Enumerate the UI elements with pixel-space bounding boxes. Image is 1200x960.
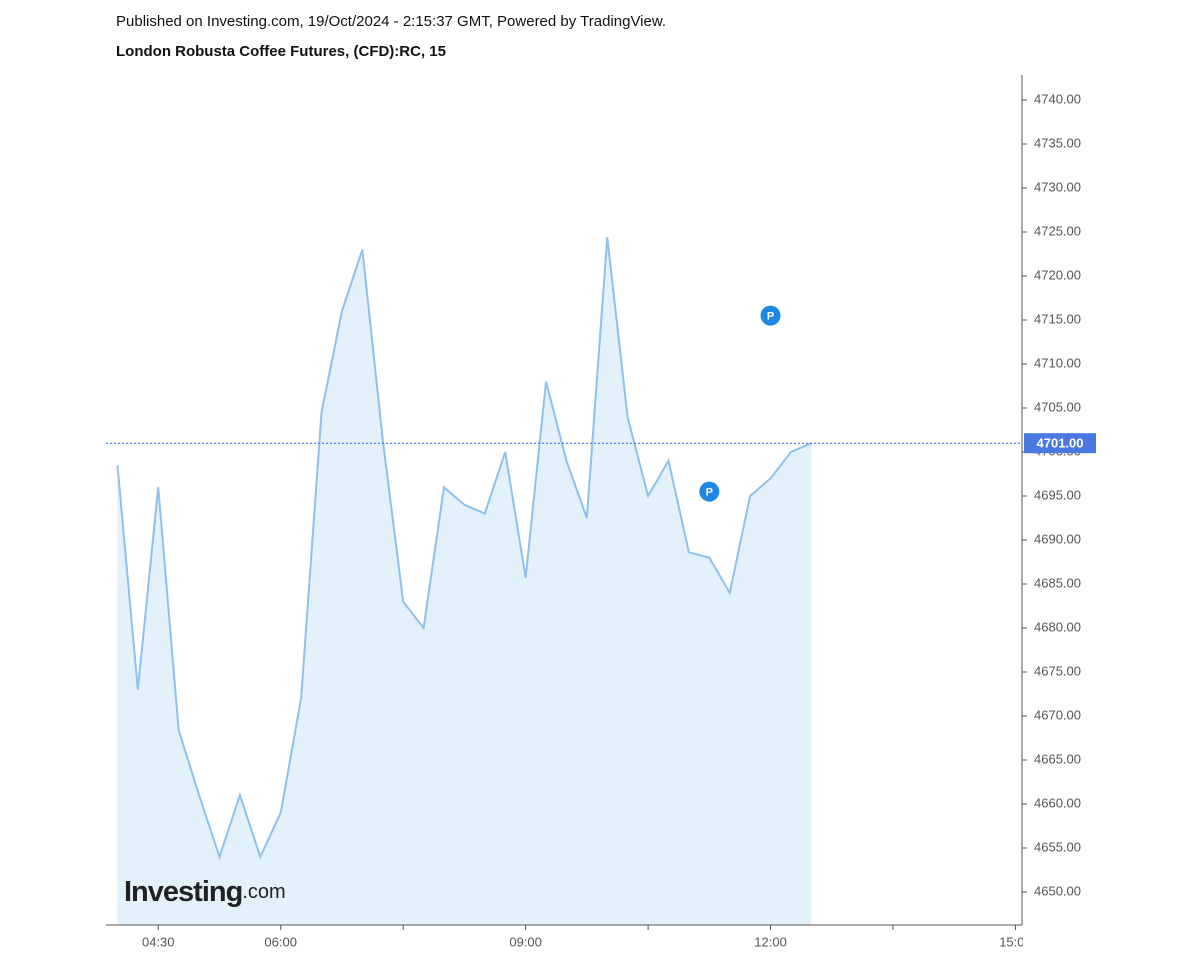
area: [117, 237, 812, 925]
y-tick-label: 4680.00: [1034, 619, 1081, 634]
y-tick-label: 4730.00: [1034, 179, 1081, 194]
y-tick-label: 4670.00: [1034, 707, 1081, 722]
y-tick-label: 4650.00: [1034, 883, 1081, 898]
y-tick-label: 4705.00: [1034, 399, 1081, 414]
price-label-box: [1024, 433, 1096, 454]
y-tick-label: 4690.00: [1034, 531, 1081, 546]
logo-suffix: .com: [242, 881, 285, 903]
logo-brand: Investing: [124, 876, 242, 908]
symbol-title: London Robusta Coffee Futures, (CFD):RC,…: [116, 43, 446, 60]
y-tick-label: 4740.00: [1034, 91, 1081, 106]
y-tick-label: 4725.00: [1034, 223, 1081, 238]
line: [116, 237, 812, 860]
annotation-label: P: [706, 487, 713, 499]
annotation-marker: [699, 481, 720, 502]
price-label: 4701.00: [1037, 436, 1084, 451]
y-tick-label: 4675.00: [1034, 663, 1081, 678]
y-tick-label: 4720.00: [1034, 267, 1081, 282]
annotation-marker: [760, 305, 781, 326]
x-tick-label: 04:30: [142, 934, 175, 949]
y-tick-label: 4655.00: [1034, 839, 1081, 854]
y-tick-label: 4735.00: [1034, 135, 1081, 150]
x-tick-label: 06:00: [264, 934, 297, 949]
published-note: Published on Investing.com, 19/Oct/2024 …: [116, 13, 666, 30]
clip-cover: [1023, 931, 1043, 960]
x-tick-label: 09:00: [509, 934, 542, 949]
x-tick-label: 12:00: [754, 934, 787, 949]
y-tick-label: 4695.00: [1034, 487, 1081, 502]
y-tick-label: 4710.00: [1034, 355, 1081, 370]
y-tick-label: 4665.00: [1034, 751, 1081, 766]
y-tick-label: 4715.00: [1034, 311, 1081, 326]
y-tick-label: 4685.00: [1034, 575, 1081, 590]
logo: Investing.com: [124, 876, 286, 908]
annotation-label: P: [767, 311, 774, 323]
y-tick-label: 4660.00: [1034, 795, 1081, 810]
